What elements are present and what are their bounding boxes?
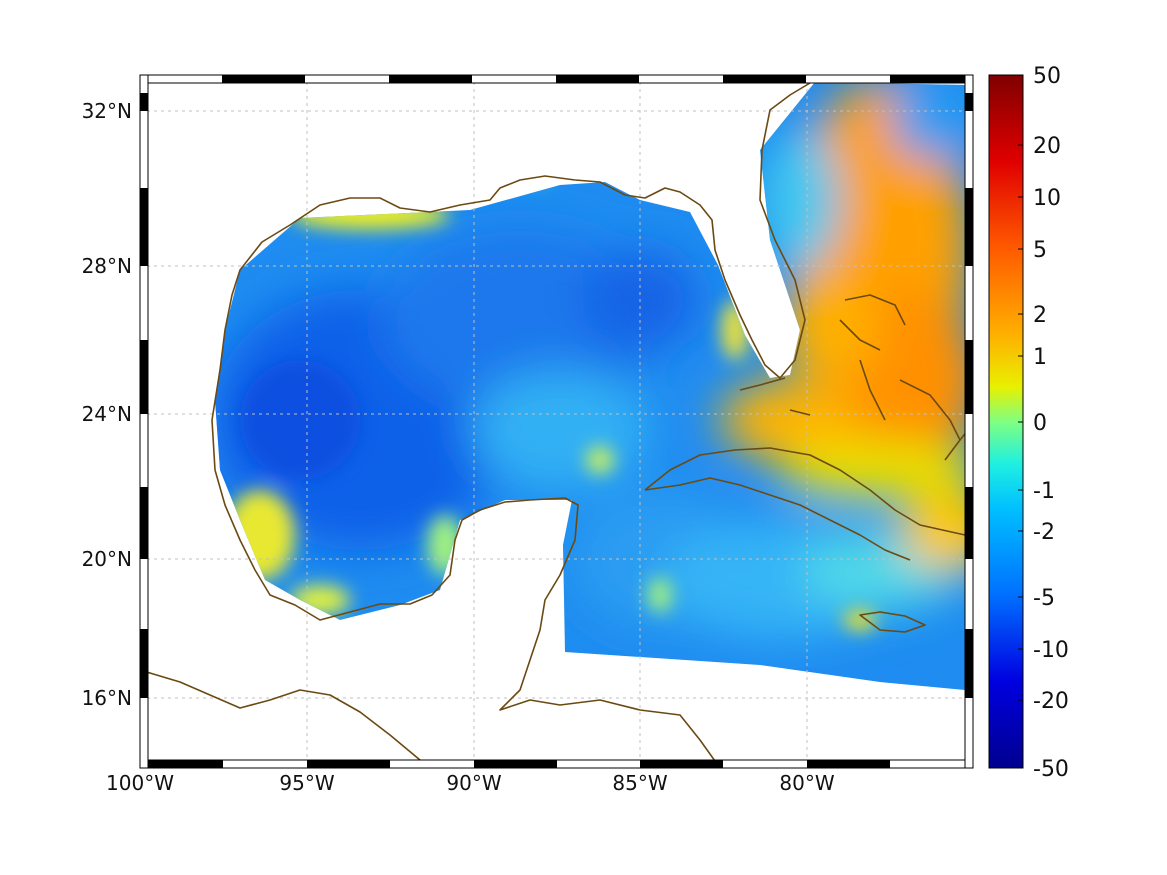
colorbar-tick-label: -50 — [1033, 757, 1069, 782]
lon-tick-label: 100°W — [106, 771, 174, 795]
colorbar-tick-label: -2 — [1033, 520, 1055, 545]
colorbar-tick-label: 20 — [1033, 134, 1061, 159]
colorbar-tick-label: 50 — [1033, 64, 1061, 89]
lat-tick-label: 24°N — [82, 402, 132, 426]
colorbar-tick-label: 0 — [1033, 411, 1047, 436]
colorbar-tick-label: 1 — [1033, 345, 1047, 370]
lat-tick-label: 16°N — [82, 686, 132, 710]
lat-tick-label: 20°N — [82, 547, 132, 571]
map-frame — [139, 74, 974, 769]
colorbar-tick-label: -1 — [1033, 479, 1055, 504]
lon-tick-label: 90°W — [446, 771, 501, 795]
gulf-coast-west-north — [211, 79, 816, 471]
colorbar-tick-labels: 50 20 10 5 2 1 0 -1 -2 -5 -10 -20 -50 — [1033, 64, 1069, 782]
colorbar-tick-label: 10 — [1033, 186, 1061, 211]
colorbar-tick-label: -20 — [1033, 689, 1069, 714]
cuba — [644, 447, 966, 561]
lat-tick-label: 28°N — [82, 254, 132, 278]
lon-tick-labels: 100°W 95°W 90°W 85°W 80°W — [106, 771, 835, 795]
grid — [140, 75, 973, 768]
colorbar-tick-label: -5 — [1033, 586, 1055, 611]
coastlines — [140, 79, 969, 768]
southern-mexico-coast — [140, 669, 431, 768]
lon-tick-label: 85°W — [612, 771, 667, 795]
mexico-gulf-coast — [214, 469, 721, 768]
lat-tick-labels: 32°N 28°N 24°N 20°N 16°N — [82, 99, 132, 710]
lat-tick-label: 32°N — [82, 99, 132, 123]
florida-keys — [739, 377, 786, 391]
lon-tick-label: 95°W — [279, 771, 334, 795]
colorbar-tick-label: 5 — [1033, 238, 1047, 263]
lon-tick-label: 80°W — [779, 771, 834, 795]
colorbar-tick-label: 2 — [1033, 303, 1047, 328]
colorbar: 50 20 10 5 2 1 0 -1 -2 -5 -10 -20 -50 — [988, 64, 1069, 782]
jamaica — [859, 611, 926, 633]
bahamas — [789, 294, 961, 441]
colorbar-gradient — [988, 74, 1024, 769]
colorbar-ticks — [1018, 144, 1023, 701]
colorbar-tick-label: -10 — [1033, 638, 1069, 663]
